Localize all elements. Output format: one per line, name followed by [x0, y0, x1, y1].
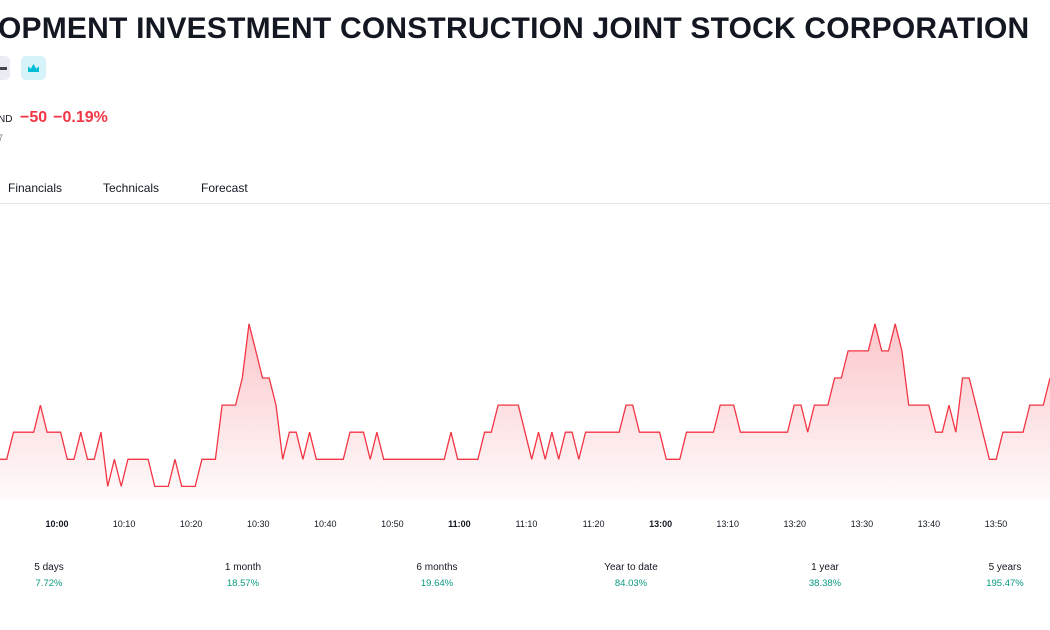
period: 1 year [811, 562, 839, 573]
x-tick-label: 13:20 [784, 519, 807, 529]
x-tick-label: 10:10 [113, 519, 136, 529]
tab[interactable]: Financials [8, 181, 63, 195]
tab[interactable]: Forecast [201, 181, 248, 195]
x-tick-label: 13:30 [851, 519, 874, 529]
performance-item[interactable]: 6 months 19.64% [377, 562, 497, 589]
x-tick-label: 10:00 [45, 519, 68, 529]
subline: 7 [0, 133, 4, 143]
performance-item[interactable]: 5 years 195.47% [945, 562, 1050, 589]
change: −50 [20, 109, 48, 126]
x-tick-label: 13:10 [716, 519, 739, 529]
company-title: OPMENT INVESTMENT CONSTRUCTION JOINT STO… [0, 12, 1030, 45]
change-percent: −0.19% [53, 109, 108, 126]
performance-item[interactable]: 1 month 18.57% [183, 562, 303, 589]
x-tick-label: 11:10 [516, 519, 538, 529]
x-tick-label: 13:50 [985, 519, 1008, 529]
period: 1 month [224, 562, 262, 573]
x-tick-label: 13:40 [918, 519, 941, 529]
period: Year to date [604, 562, 658, 573]
area [0, 323, 1050, 500]
return: 19.64% [420, 578, 454, 589]
icon-button[interactable] [0, 56, 10, 80]
x-tick-label: 10:40 [314, 519, 337, 529]
price-line [0, 323, 1050, 488]
return: 18.57% [226, 578, 260, 589]
performance-item[interactable]: Year to date 84.03% [571, 562, 691, 589]
x-tick-label: 13:00 [649, 519, 672, 529]
return: 7.72% [35, 578, 63, 589]
x-tick-label: 10:50 [381, 519, 404, 529]
performance-item[interactable]: 5 days 7.72% [0, 562, 109, 589]
divider [0, 203, 1050, 204]
tab[interactable]: Technicals [103, 181, 160, 195]
period: 5 days [34, 562, 64, 573]
period: 6 months [416, 562, 458, 573]
return: 84.03% [614, 578, 648, 589]
period: 5 years [988, 562, 1022, 573]
crown-icon-button[interactable] [21, 56, 46, 80]
x-tick-label: 11:20 [583, 519, 605, 529]
price-change: −50 −0.19% [20, 109, 114, 127]
x-tick-label: 10:20 [180, 519, 203, 529]
return: 38.38% [808, 578, 842, 589]
performance-item[interactable]: 1 year 38.38% [765, 562, 885, 589]
x-tick-label: 10:30 [247, 519, 270, 529]
return: 195.47% [986, 578, 1024, 589]
currency: ND [0, 114, 13, 125]
x-tick-label: 11:00 [448, 519, 471, 529]
